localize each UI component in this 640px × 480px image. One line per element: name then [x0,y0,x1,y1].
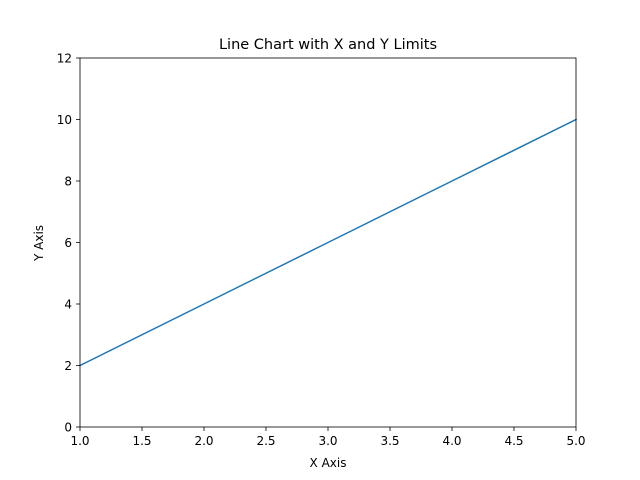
y-tick-label: 12 [57,52,72,66]
y-tick-label: 2 [64,359,72,373]
x-tick-label: 2.5 [256,434,275,448]
y-axis-label: Y Axis [32,225,46,262]
x-tick-label: 1.5 [132,434,151,448]
x-tick-label: 5.0 [566,434,585,448]
y-tick-label: 10 [57,113,72,127]
y-tick-label: 8 [64,175,72,189]
chart-title: Line Chart with X and Y Limits [219,37,437,53]
x-tick-label: 3.5 [380,434,399,448]
x-axis-label: X Axis [310,456,347,470]
plot-area: 1.0 1.5 2.0 2.5 3.0 3.5 4.0 4.5 5.0 0 2 4 6 8 10 12 [57,52,586,449]
x-tick-label: 2.0 [194,434,213,448]
y-tick-label: 4 [64,298,72,312]
y-tick-label: 6 [64,236,72,250]
x-tick-label: 1.0 [70,434,89,448]
x-tick-label: 4.0 [442,434,461,448]
x-tick-label: 3.0 [318,434,337,448]
x-tick-label: 4.5 [504,434,523,448]
series-line-0 [78,118,578,367]
y-tick-label: 0 [64,421,72,435]
